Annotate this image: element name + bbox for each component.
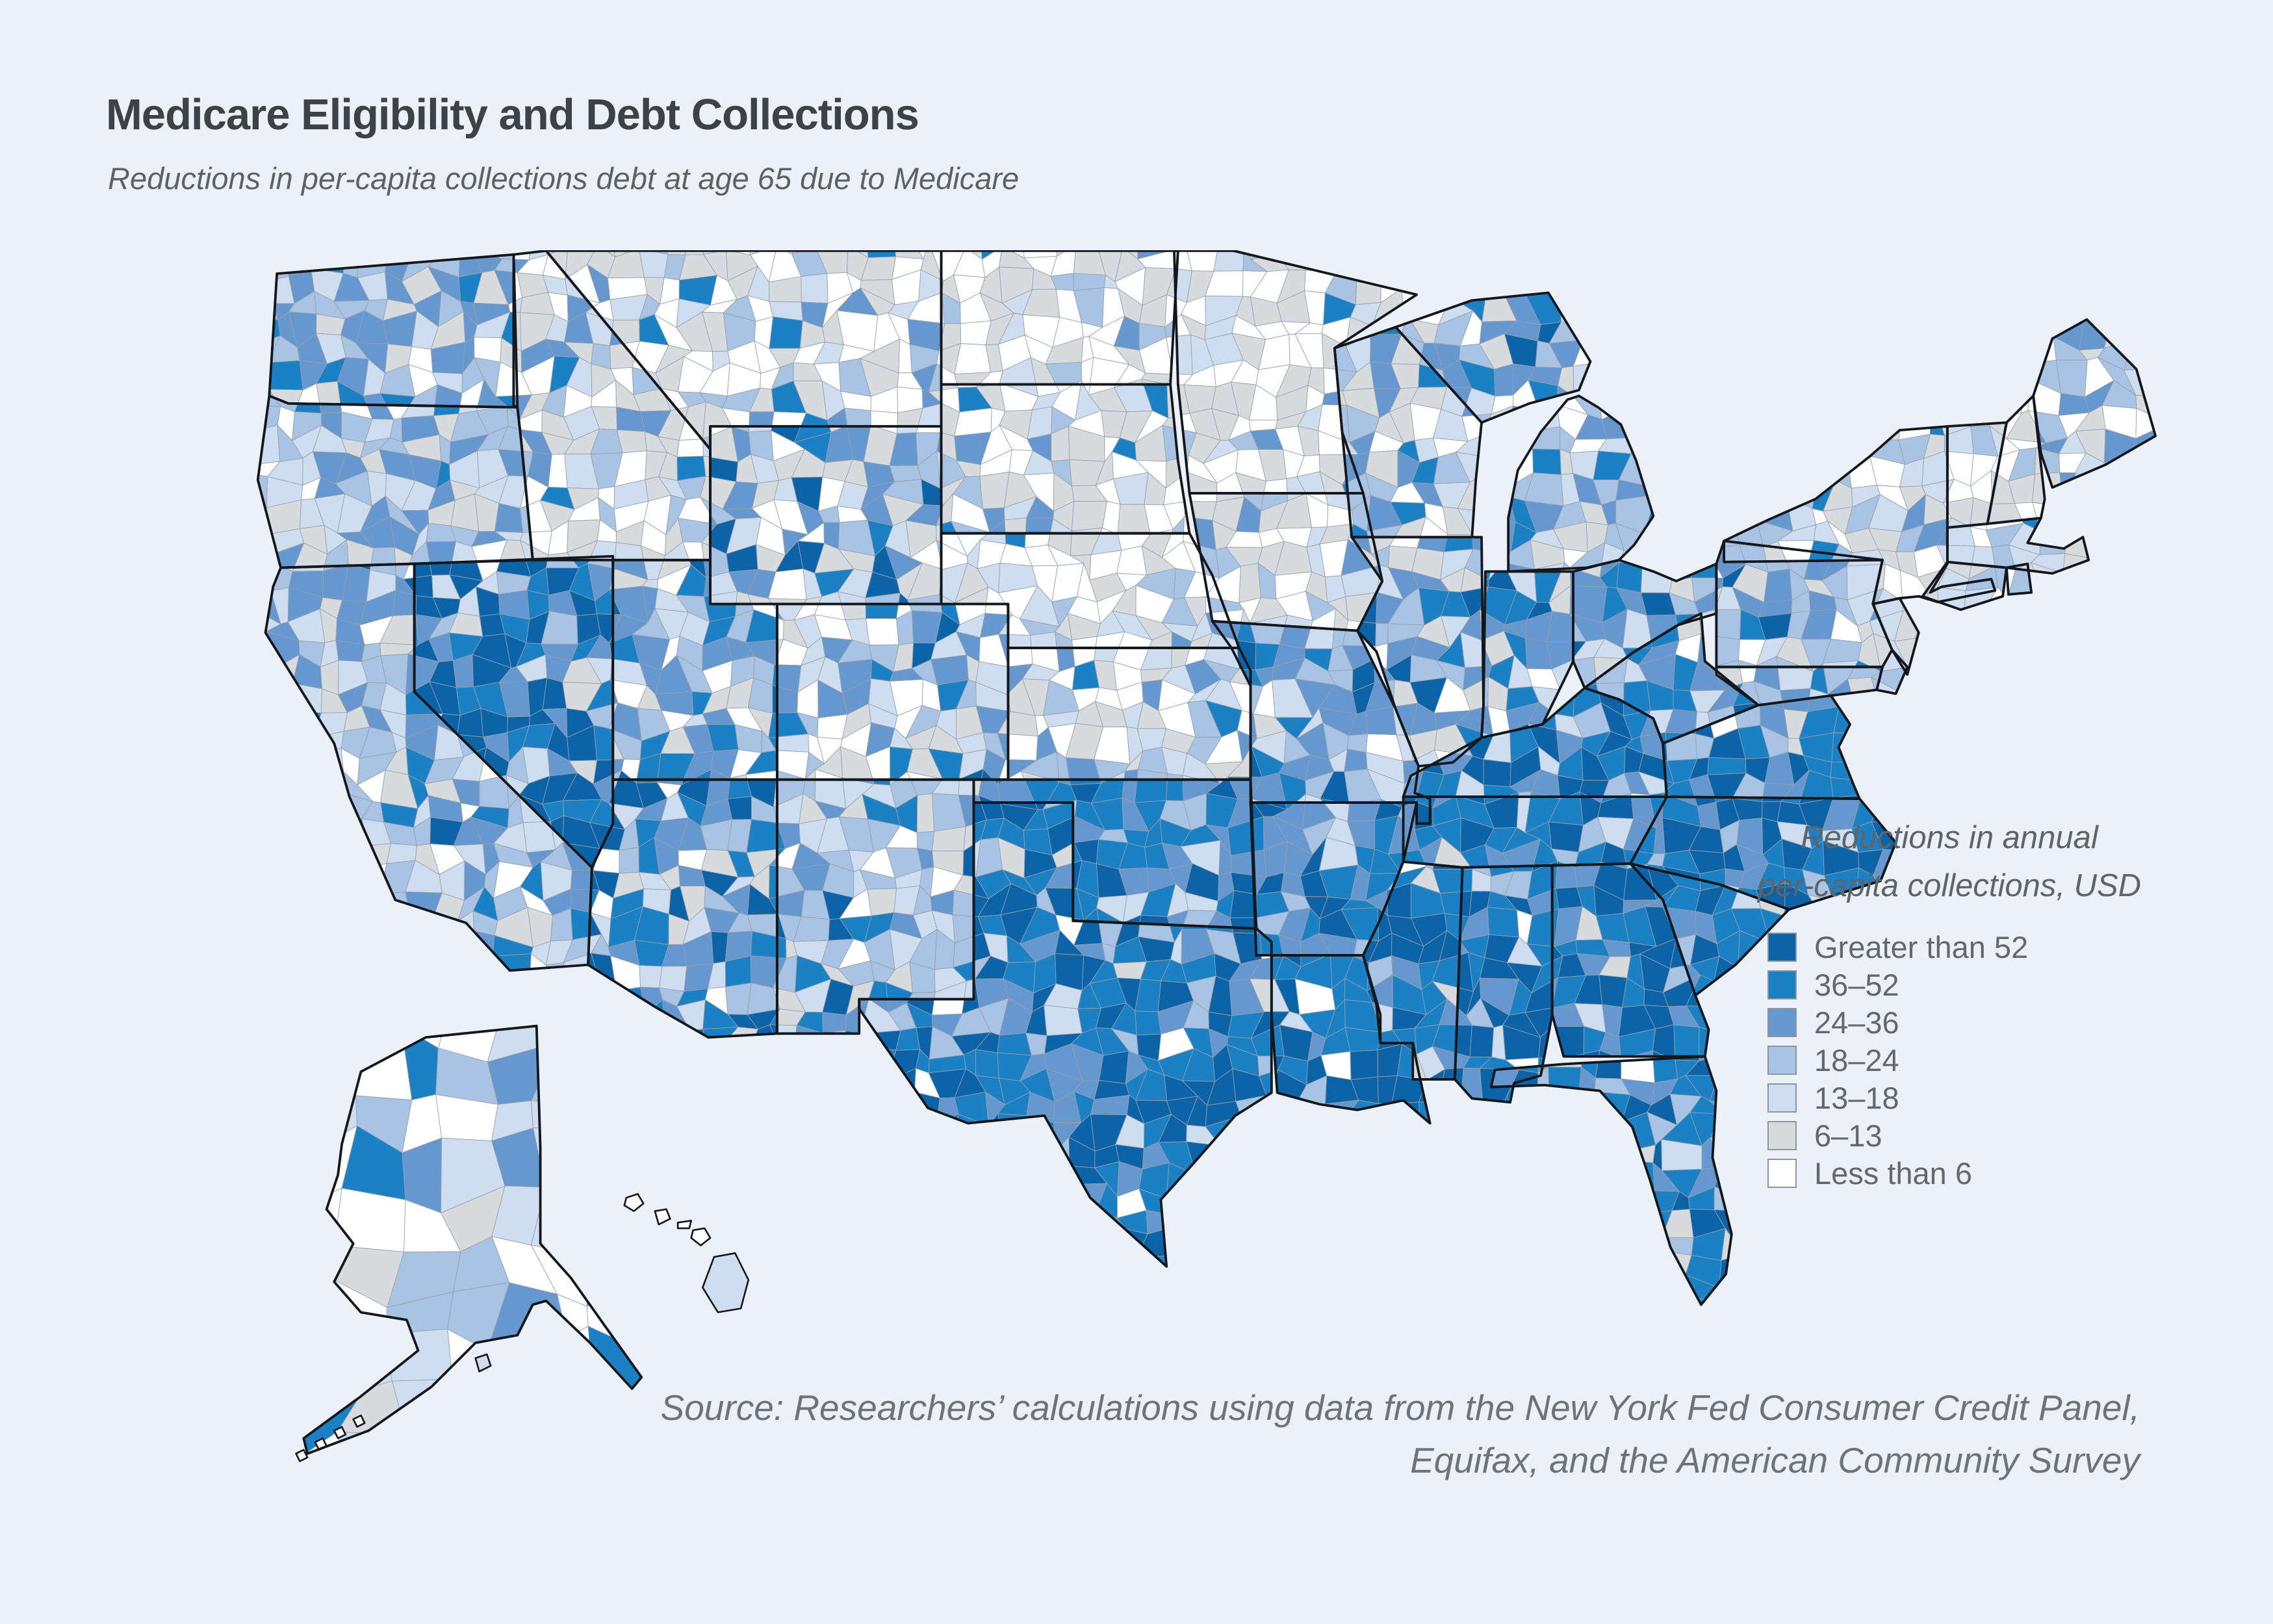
page-subtitle: Reductions in per-capita collections deb… xyxy=(108,161,1020,196)
legend-label: 13–18 xyxy=(1814,1081,1899,1116)
legend-swatch-36-52 xyxy=(1767,970,1797,1000)
legend-label: 18–24 xyxy=(1814,1043,1899,1078)
legend-swatch-18-24 xyxy=(1767,1046,1797,1076)
legend-swatch-less-than-6 xyxy=(1767,1159,1797,1189)
map-legend: Reductions in annual per-capita collecti… xyxy=(1702,814,2196,1192)
legend-row: 18–24 xyxy=(1767,1042,2196,1079)
legend-title: Reductions in annual per-capita collecti… xyxy=(1702,814,2196,910)
legend-rows: Greater than 52 36–52 24–36 18–24 13–18 … xyxy=(1767,929,2196,1192)
legend-swatch-greater-than-52 xyxy=(1767,933,1797,962)
legend-row: 36–52 xyxy=(1767,966,2196,1004)
legend-swatch-13-18 xyxy=(1767,1083,1797,1113)
legend-row: 24–36 xyxy=(1767,1004,2196,1042)
legend-row: 13–18 xyxy=(1767,1079,2196,1117)
source-note-line2: Equifax, and the American Community Surv… xyxy=(1410,1439,2140,1480)
legend-label: Less than 6 xyxy=(1814,1156,1973,1191)
legend-swatch-6-13 xyxy=(1767,1121,1797,1151)
source-note-line1: Source: Researchers’ calculations using … xyxy=(660,1387,2140,1428)
legend-title-line1: Reductions in annual xyxy=(1801,820,2098,855)
legend-label: 24–36 xyxy=(1814,1005,1899,1040)
source-note: Source: Researchers’ calculations using … xyxy=(190,1382,2140,1487)
legend-label: 6–13 xyxy=(1814,1118,1882,1154)
legend-label: Greater than 52 xyxy=(1814,930,2029,965)
legend-label: 36–52 xyxy=(1814,968,1899,1003)
page-title: Medicare Eligibility and Debt Collection… xyxy=(106,90,919,139)
legend-title-line2: per-capita collections, USD xyxy=(1757,868,2142,904)
us-county-choropleth-map xyxy=(256,250,2157,1462)
legend-row: Greater than 52 xyxy=(1767,929,2196,966)
legend-row: Less than 6 xyxy=(1767,1155,2196,1192)
legend-row: 6–13 xyxy=(1767,1117,2196,1155)
legend-swatch-24-36 xyxy=(1767,1008,1797,1038)
